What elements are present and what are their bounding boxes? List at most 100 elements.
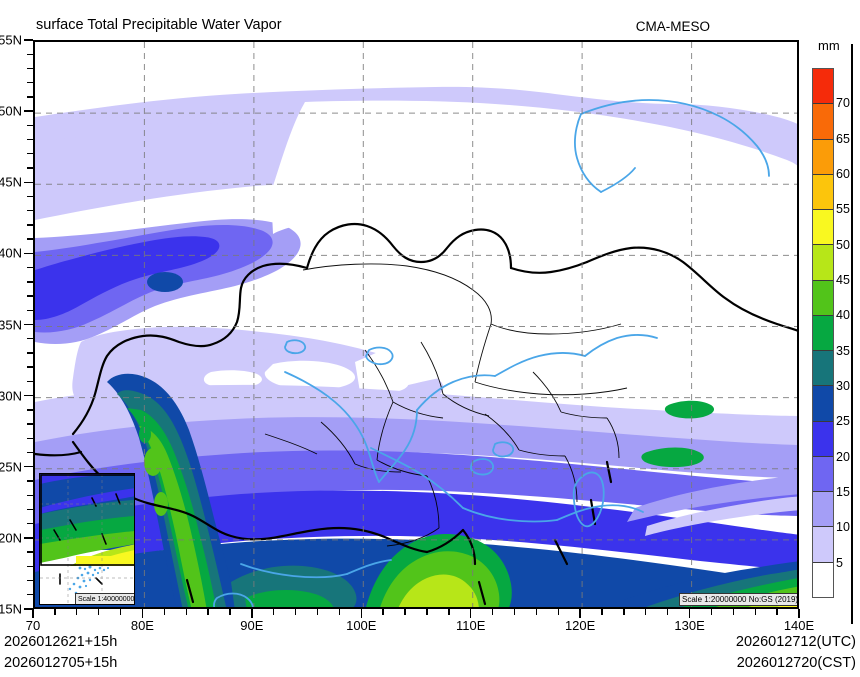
colorbar-band[interactable] [813, 421, 833, 457]
x-minor-tick [491, 609, 494, 615]
y-minor-tick [27, 380, 33, 383]
colorbar-tick-label: 60 [836, 167, 850, 181]
y-minor-tick [27, 81, 33, 84]
y-minor-tick [27, 409, 33, 411]
x-minor-tick [382, 609, 384, 615]
colorbar-band[interactable] [813, 69, 833, 105]
y-tick-label: 25N [0, 459, 22, 475]
x-minor-tick [338, 609, 341, 615]
y-tick-label: 30N [0, 388, 22, 404]
x-minor-tick [294, 609, 297, 615]
colorbar-band[interactable] [813, 104, 833, 140]
x-minor-tick [645, 609, 647, 615]
colorbar-tick-label: 55 [836, 202, 850, 217]
y-tick-label: 55N [0, 32, 22, 48]
y-minor-tick [27, 338, 33, 340]
y-tick-label: 35N [0, 317, 22, 332]
y-minor-tick [27, 224, 33, 226]
y-minor-tick [27, 281, 33, 283]
x-minor-tick [426, 609, 428, 615]
y-minor-tick [27, 53, 33, 55]
colorbar-band[interactable] [813, 351, 833, 387]
colorbar-tick-label: 70 [836, 96, 850, 111]
y-tick-label: 20N [0, 530, 22, 546]
x-minor-tick [229, 609, 231, 615]
x-tick-mark [579, 609, 581, 618]
page-title: surface Total Precipitable Water Vapor [36, 17, 282, 33]
x-minor-tick [710, 609, 713, 615]
y-minor-tick [27, 167, 33, 169]
y-minor-tick [27, 508, 33, 511]
colorbar-band[interactable] [813, 280, 833, 316]
y-minor-tick [27, 423, 33, 425]
y-minor-tick [27, 295, 33, 297]
y-minor-tick [27, 153, 33, 155]
colorbar-tick-label: 35 [836, 343, 850, 358]
inset-scale-badge: Scale 1:40000000 [75, 593, 134, 604]
y-minor-tick [27, 266, 33, 269]
y-minor-tick [27, 437, 33, 439]
colorbar-band[interactable] [813, 527, 833, 563]
x-minor-tick [54, 609, 56, 615]
inset-map[interactable]: Scale 1:40000000 [39, 473, 135, 605]
right-border-rule [851, 44, 853, 624]
model-label: CMA-MESO [635, 19, 710, 34]
x-minor-tick [273, 609, 275, 615]
x-minor-tick [448, 609, 450, 615]
x-tick-label: 130E [674, 618, 705, 633]
colorbar[interactable] [812, 68, 834, 598]
colorbar-tick-label: 15 [836, 485, 850, 499]
x-minor-tick [207, 609, 209, 615]
x-minor-tick [513, 609, 516, 615]
y-tick-label: 15N [0, 601, 22, 617]
colorbar-tick-label: 20 [836, 449, 850, 464]
y-tick-mark [24, 39, 33, 41]
x-tick-label: 140E [783, 618, 815, 633]
precipitable-water-contour-map [35, 42, 797, 607]
x-tick-label: 90E [240, 618, 264, 633]
colorbar-tick-label: 5 [836, 555, 843, 570]
y-tick-label: 40N [0, 245, 22, 261]
x-minor-tick [76, 609, 78, 615]
colorbar-band[interactable] [813, 562, 833, 597]
map-scale-badge: Scale 1:20000000 No:GS (2019) 1786 [679, 593, 797, 606]
valid-time-utc: 2026012712(UTC) [735, 634, 856, 650]
colorbar-band[interactable] [813, 139, 833, 175]
y-minor-tick [27, 195, 33, 198]
colorbar-band[interactable] [813, 210, 833, 246]
y-minor-tick [27, 96, 33, 98]
x-tick-mark [360, 609, 362, 618]
colorbar-band[interactable] [813, 245, 833, 281]
y-minor-tick [27, 309, 33, 311]
colorbar-band[interactable] [813, 492, 833, 528]
init-time-cst: 2026012705+15h [4, 655, 118, 671]
y-minor-tick [27, 138, 33, 141]
colorbar-band[interactable] [813, 174, 833, 211]
y-tick-mark [24, 608, 33, 610]
y-minor-tick [27, 494, 33, 496]
y-minor-tick [27, 238, 33, 240]
map-plot-area[interactable]: Scale 1:20000000 No:GS (2019) 1786 [33, 40, 799, 609]
y-tick-mark [24, 181, 33, 183]
colorbar-band[interactable] [813, 386, 833, 422]
x-tick-mark [688, 609, 691, 618]
y-minor-tick [27, 565, 33, 568]
x-tick-mark [798, 609, 800, 618]
x-tick-mark [470, 609, 472, 618]
x-tick-mark [32, 609, 34, 618]
x-minor-tick [623, 609, 625, 615]
colorbar-tick-label: 65 [836, 131, 850, 146]
x-minor-tick [97, 609, 100, 615]
x-minor-tick [119, 609, 122, 615]
colorbar-band[interactable] [813, 456, 833, 493]
y-tick-mark [24, 537, 33, 539]
colorbar-tick-label: 40 [836, 308, 850, 323]
y-minor-tick [27, 67, 33, 70]
y-minor-tick [27, 522, 33, 525]
x-tick-label: 110E [456, 618, 486, 633]
y-minor-tick [27, 124, 33, 127]
x-tick-mark [251, 609, 253, 618]
colorbar-band[interactable] [813, 315, 833, 352]
x-minor-tick [535, 609, 538, 615]
